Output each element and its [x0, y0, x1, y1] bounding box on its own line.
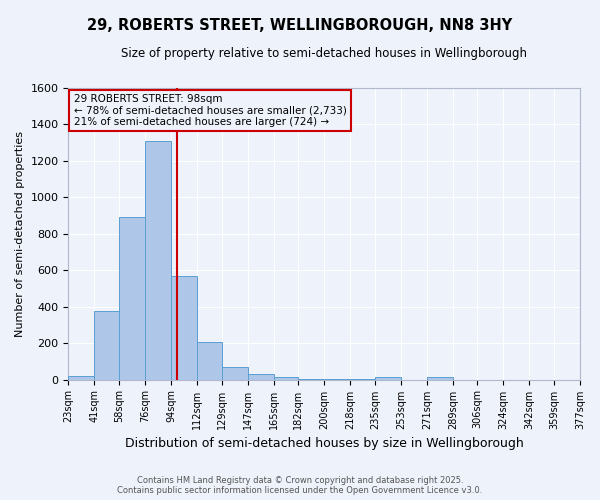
Bar [248, 374, 274, 380]
Bar [197, 342, 221, 380]
Text: 29, ROBERTS STREET, WELLINGBOROUGH, NN8 3HY: 29, ROBERTS STREET, WELLINGBOROUGH, NN8 … [88, 18, 512, 32]
X-axis label: Distribution of semi-detached houses by size in Wellingborough: Distribution of semi-detached houses by … [125, 437, 524, 450]
Bar [324, 378, 350, 380]
Bar [145, 141, 171, 380]
Bar [94, 311, 119, 380]
Bar [171, 276, 197, 380]
Bar [68, 376, 94, 380]
Text: Contains HM Land Registry data © Crown copyright and database right 2025.
Contai: Contains HM Land Registry data © Crown c… [118, 476, 482, 495]
Bar [274, 377, 298, 380]
Y-axis label: Number of semi-detached properties: Number of semi-detached properties [15, 131, 25, 337]
Bar [119, 216, 145, 380]
Title: Size of property relative to semi-detached houses in Wellingborough: Size of property relative to semi-detach… [121, 48, 527, 60]
Bar [221, 367, 248, 380]
Text: 29 ROBERTS STREET: 98sqm
← 78% of semi-detached houses are smaller (2,733)
21% o: 29 ROBERTS STREET: 98sqm ← 78% of semi-d… [74, 94, 346, 127]
Bar [375, 377, 401, 380]
Bar [427, 378, 453, 380]
Bar [298, 378, 324, 380]
